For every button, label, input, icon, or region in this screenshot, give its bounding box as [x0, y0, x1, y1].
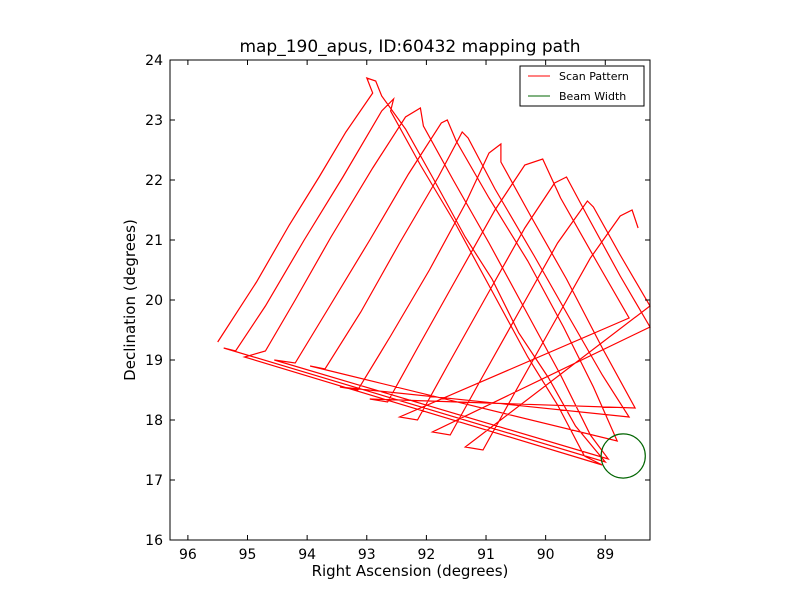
x-tick-label: 89 — [596, 547, 614, 563]
legend: Scan Pattern Beam Width — [519, 65, 645, 107]
y-axis-label: Declination (degrees) — [121, 219, 139, 381]
x-tick-label: 92 — [417, 547, 435, 563]
x-tick-label: 93 — [358, 547, 376, 563]
x-tick-label: 91 — [477, 547, 495, 563]
beam-width-circle — [600, 433, 646, 479]
scan-pattern-line — [217, 77, 651, 466]
y-tick-label: 23 — [145, 113, 163, 129]
y-tick-label: 17 — [145, 473, 163, 489]
y-tick-label: 16 — [145, 533, 163, 549]
x-axis: 96 95 94 93 92 91 90 89 — [179, 60, 614, 563]
legend-label-scan: Scan Pattern — [559, 70, 629, 83]
y-tick-label: 22 — [145, 173, 163, 189]
scan-pattern-group — [217, 77, 651, 466]
beam-width-group — [600, 433, 646, 479]
legend-box — [519, 65, 645, 107]
chart-title: map_190_apus, ID:60432 mapping path — [239, 37, 580, 57]
x-tick-label: 94 — [298, 547, 316, 563]
y-tick-label: 21 — [145, 233, 163, 249]
legend-label-beam: Beam Width — [559, 90, 626, 103]
y-tick-label: 18 — [145, 413, 163, 429]
x-tick-label: 90 — [537, 547, 555, 563]
y-tick-label: 24 — [145, 53, 163, 69]
plot-area — [170, 60, 650, 540]
x-axis-label: Right Ascension (degrees) — [312, 562, 509, 580]
y-tick-label: 20 — [145, 293, 163, 309]
x-tick-label: 95 — [239, 547, 257, 563]
y-tick-label: 19 — [145, 353, 163, 369]
y-axis: 16 17 18 19 20 21 22 23 24 — [145, 53, 650, 549]
x-tick-label: 96 — [179, 547, 197, 563]
